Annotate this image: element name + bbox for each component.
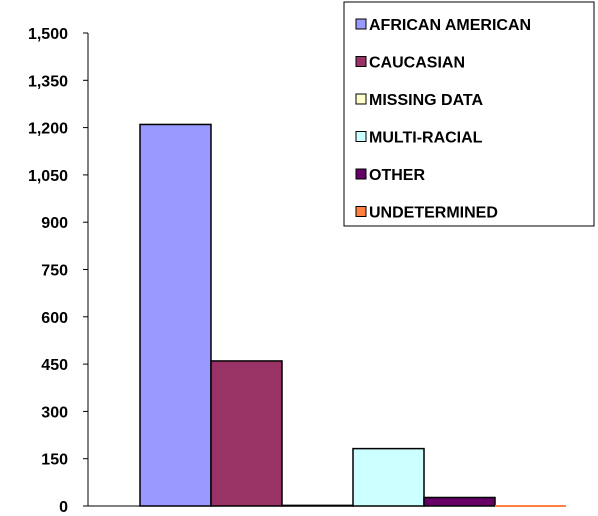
legend-label: OTHER — [369, 167, 425, 184]
y-tick-label: 600 — [41, 310, 68, 327]
bars — [139, 123, 566, 507]
y-tick-label: 1,050 — [28, 168, 68, 185]
y-tick-label: 300 — [41, 404, 68, 421]
legend-label: MULTI-RACIAL — [369, 130, 483, 147]
legend-label: MISSING DATA — [369, 92, 484, 109]
legend-swatch — [355, 168, 367, 180]
legend: AFRICAN AMERICAN CAUCASIAN MISSING DATA MUL… — [343, 1, 595, 227]
bar — [210, 360, 283, 507]
legend-label: AFRICAN AMERICAN — [369, 17, 531, 34]
legend-box — [343, 1, 595, 227]
y-tick-label: 750 — [41, 263, 68, 280]
legend-swatch — [355, 131, 367, 142]
legend-swatch — [355, 18, 367, 30]
y-tick-label: 1,350 — [28, 73, 68, 90]
y-tick-label: 1,500 — [28, 26, 68, 43]
legend-swatch — [355, 93, 367, 105]
bar — [281, 504, 354, 507]
y-tick-label: 900 — [41, 215, 68, 232]
legend-swatch — [355, 56, 367, 67]
legend-label: UNDETERMINED — [369, 205, 498, 222]
y-tick-label: 0 — [59, 499, 68, 516]
bar — [139, 123, 212, 507]
legend-swatch — [355, 206, 367, 217]
bar — [352, 447, 425, 507]
y-tick-label: 1,200 — [28, 121, 68, 138]
y-tick-label: 150 — [41, 452, 68, 469]
bar — [423, 496, 496, 507]
legend-label: CAUCASIAN — [369, 55, 465, 72]
y-tick-label: 450 — [41, 357, 68, 374]
